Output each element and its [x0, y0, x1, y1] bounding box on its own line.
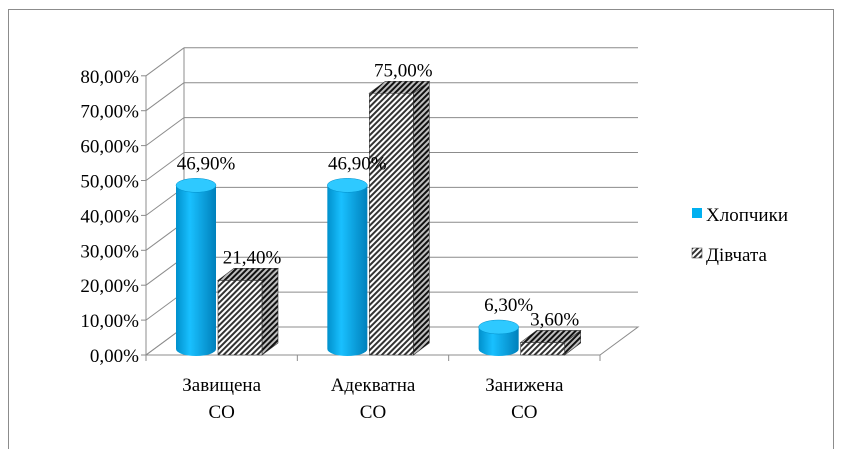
bar-Хлопчики	[478, 319, 519, 356]
y-tick-label: 50,00%	[80, 172, 139, 193]
data-label: 3,60%	[530, 309, 579, 330]
x-tick-label: Занижена	[485, 375, 564, 396]
x-tick-label: Завищена	[182, 375, 261, 396]
y-tick-label: 0,00%	[90, 346, 139, 367]
axis-layer: 0,00% 10,00% 20,00% 30,00% 40,00% 50,00% 60,00…	[80, 47, 640, 423]
cylinder-body	[176, 185, 216, 356]
box-front	[520, 342, 565, 356]
bars-layer	[175, 80, 582, 356]
legend-swatch	[691, 247, 703, 259]
legend-label: Хлопчики	[706, 205, 788, 226]
data-label: 6,30%	[484, 295, 533, 316]
x-tick-label: СО	[360, 402, 386, 423]
box-front	[217, 280, 263, 356]
y-tick-label: 70,00%	[80, 102, 139, 123]
gridline-side	[145, 152, 185, 181]
data-label: 21,40%	[223, 247, 282, 268]
gridline-side	[145, 82, 185, 112]
box-top	[217, 268, 279, 281]
y-tick-label: 30,00%	[80, 241, 139, 262]
legend-swatch	[692, 208, 702, 218]
y-tick-label: 20,00%	[80, 276, 139, 297]
y-tick-label: 10,00%	[80, 311, 139, 332]
data-label: 46,90%	[328, 153, 387, 174]
x-tick-label: СО	[511, 402, 537, 423]
cylinder-body	[478, 327, 519, 356]
labels-layer: 46,90% 21,40% 46,90% 75,00% 6,30%3,60%	[177, 60, 580, 330]
box-side	[261, 267, 279, 356]
gridline-side	[145, 47, 185, 77]
data-label: 75,00%	[374, 60, 433, 81]
bar-Хлопчики	[327, 178, 368, 356]
cylinder-body	[327, 185, 368, 356]
gridline-side	[145, 117, 185, 147]
box-side	[413, 80, 430, 356]
box-front	[369, 92, 414, 356]
chart-frame	[8, 9, 834, 449]
y-tick-label: 80,00%	[80, 67, 139, 88]
cylinder-top	[327, 178, 368, 193]
legend: Хлопчики Дівчата	[691, 205, 788, 266]
y-tick-label: 60,00%	[80, 137, 139, 158]
x-tick-label: Адекватна	[331, 375, 416, 396]
cylinder-top	[175, 178, 217, 193]
data-label: 46,90%	[177, 153, 236, 174]
y-tick-label: 40,00%	[80, 206, 139, 227]
bar-Дівчата	[519, 329, 582, 356]
box-top	[519, 330, 582, 343]
cylinder-top	[478, 319, 519, 335]
x-tick-label: СО	[208, 402, 234, 423]
legend-label: Дівчата	[706, 245, 768, 266]
bar-Хлопчики	[175, 178, 217, 356]
box-top	[368, 80, 431, 94]
bar-Дівчата	[217, 267, 279, 356]
bar-Дівчата	[368, 80, 431, 356]
